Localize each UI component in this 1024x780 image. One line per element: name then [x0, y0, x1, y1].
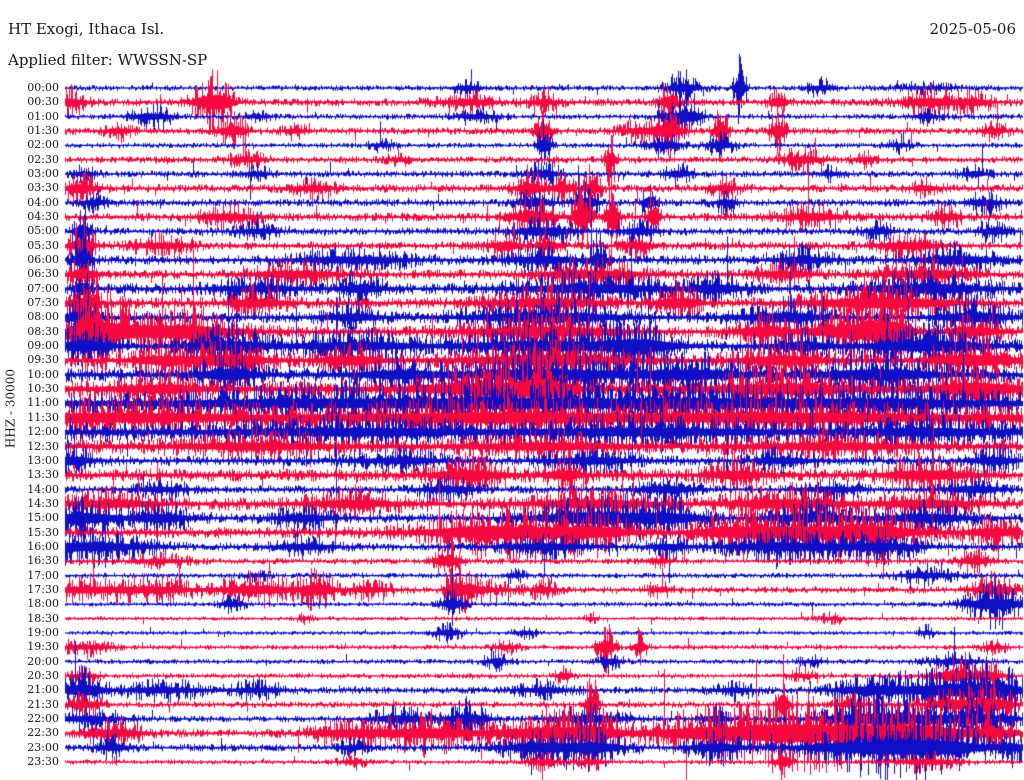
time-label: 00:00: [27, 81, 59, 94]
time-label: 20:30: [27, 669, 59, 682]
time-label: 12:30: [27, 440, 59, 453]
time-label: 10:30: [27, 382, 59, 395]
time-label: 13:00: [27, 454, 59, 467]
time-label: 01:00: [27, 110, 59, 123]
time-label: 04:00: [27, 196, 59, 209]
time-label: 13:30: [27, 468, 59, 481]
time-label: 22:00: [27, 712, 59, 725]
time-label: 19:00: [27, 626, 59, 639]
time-label: 17:00: [27, 569, 59, 582]
time-label: 14:00: [27, 483, 59, 496]
time-label: 12:00: [27, 425, 59, 438]
time-label: 06:30: [27, 267, 59, 280]
time-label: 00:30: [27, 95, 59, 108]
time-label: 16:00: [27, 540, 59, 553]
time-label: 01:30: [27, 124, 59, 137]
time-label: 20:00: [27, 655, 59, 668]
time-label: 09:00: [27, 339, 59, 352]
time-label: 05:30: [27, 239, 59, 252]
time-label: 09:30: [27, 353, 59, 366]
time-label: 07:00: [27, 282, 59, 295]
time-label: 10:00: [27, 368, 59, 381]
time-label: 11:00: [27, 396, 59, 409]
time-label: 19:30: [27, 640, 59, 653]
time-label: 02:30: [27, 153, 59, 166]
time-label: 21:30: [27, 698, 59, 711]
time-label: 16:30: [27, 554, 59, 567]
time-label: 15:00: [27, 511, 59, 524]
time-label: 18:30: [27, 612, 59, 625]
time-label: 03:00: [27, 167, 59, 180]
station-title: HT Exogi, Ithaca Isl.: [8, 20, 165, 38]
date-label: 2025-05-06: [929, 20, 1016, 38]
time-label: 06:00: [27, 253, 59, 266]
time-label: 15:30: [27, 526, 59, 539]
time-label: 23:00: [27, 741, 59, 754]
time-label: 11:30: [27, 411, 59, 424]
time-label: 02:00: [27, 138, 59, 151]
applied-filter-label: Applied filter: WWSSN-SP: [8, 51, 208, 69]
time-label: 21:00: [27, 683, 59, 696]
time-label: 18:00: [27, 597, 59, 610]
time-label: 08:30: [27, 325, 59, 338]
time-label: 22:30: [27, 726, 59, 739]
time-label: 17:30: [27, 583, 59, 596]
time-label: 05:00: [27, 224, 59, 237]
time-label: 14:30: [27, 497, 59, 510]
time-label: 23:30: [27, 755, 59, 768]
time-label: 07:30: [27, 296, 59, 309]
time-label: 08:00: [27, 310, 59, 323]
time-label: 04:30: [27, 210, 59, 223]
time-label: 03:30: [27, 181, 59, 194]
